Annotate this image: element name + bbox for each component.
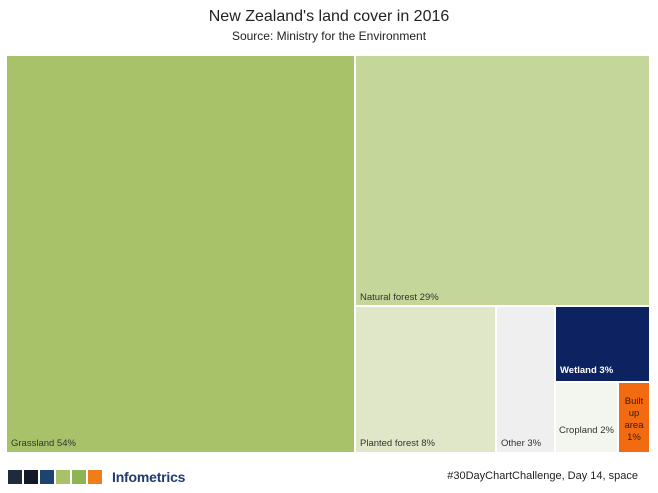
brand-name: Infometrics xyxy=(112,469,186,485)
logo-swatch xyxy=(56,470,70,484)
treemap-tile-grassland: Grassland 54% xyxy=(6,55,355,453)
logo-swatch xyxy=(40,470,54,484)
treemap-label-other: Other 3% xyxy=(501,438,542,449)
treemap-tile-built-up-area: Built up area 1% xyxy=(618,382,650,453)
treemap-tile-natural-forest: Natural forest 29% xyxy=(355,55,650,306)
logo-swatch xyxy=(8,470,22,484)
chart-subtitle: Source: Ministry for the Environment xyxy=(231,29,427,43)
logo-swatch xyxy=(24,470,38,484)
treemap-label-planted-forest: Planted forest 8% xyxy=(360,438,435,449)
treemap-label-built-up-area: Built up area 1% xyxy=(624,396,644,443)
treemap-label-grassland: Grassland 54% xyxy=(11,438,76,449)
credit-text: #30DayChartChallenge, Day 14, space xyxy=(447,470,638,482)
treemap-tile-planted-forest: Planted forest 8% xyxy=(355,306,496,453)
treemap-label-wetland: Wetland 3% xyxy=(560,365,614,376)
logo-swatch xyxy=(72,470,86,484)
treemap: Grassland 54% Natural forest 29% Planted f… xyxy=(6,55,650,453)
treemap-tile-cropland: Cropland 2% xyxy=(555,382,618,453)
brand-logo: Infometrics xyxy=(8,468,185,486)
treemap-tile-other: Other 3% xyxy=(496,306,555,453)
treemap-label-natural-forest: Natural forest 29% xyxy=(360,292,439,303)
chart-title: New Zealand's land cover in 2016 xyxy=(208,8,450,25)
treemap-tile-wetland: Wetland 3% xyxy=(555,306,650,382)
treemap-label-cropland: Cropland 2% xyxy=(559,425,614,436)
logo-swatch xyxy=(88,470,102,484)
